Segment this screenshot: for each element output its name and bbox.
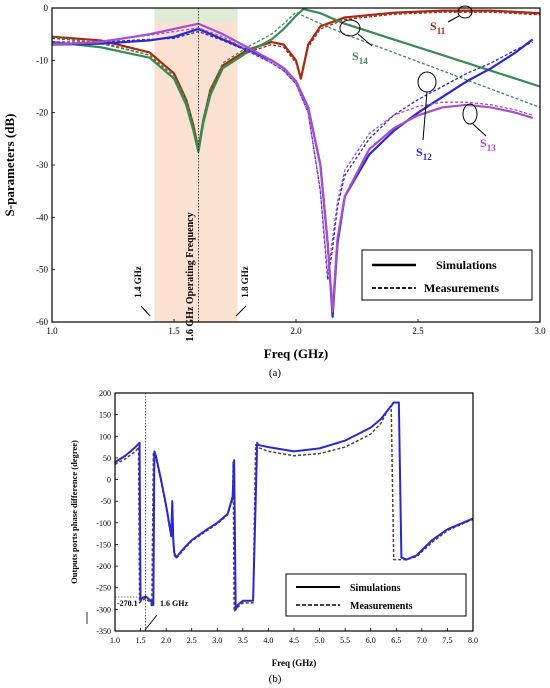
chart-a-xlabel: Freq (GHz) (264, 346, 328, 361)
x-tick-label: 4.0 (263, 636, 273, 645)
y-tick-label: -20 (36, 108, 48, 118)
series-s14-measured (51, 11, 541, 148)
chart-b-xlabel: Freq (GHz) (272, 658, 317, 668)
y-tick-label: -200 (96, 562, 111, 571)
y-tick-label: -100 (96, 519, 111, 528)
x-tick-label: 2.0 (161, 636, 171, 645)
y-tick-label: 200 (99, 389, 111, 398)
chart-b: 1.0 1.5 2.0 2.5 3.0 3.5 4.0 4.5 5.0 5.5 6.0 6.5 7.0 7… (69, 389, 478, 685)
y-tick-label: -250 (96, 584, 111, 593)
chart-a-panel-label: (a) (269, 367, 282, 379)
x-tick-label: 3.5 (238, 636, 248, 645)
x-tick-label: 6.5 (391, 636, 401, 645)
series-simulations (114, 401, 474, 611)
y-tick-label: -350 (96, 627, 111, 636)
x-tick-label: 7.0 (417, 636, 427, 645)
x-tick-label: 1.5 (168, 326, 180, 336)
chart-a-arrow-1-4ghz (140, 305, 151, 317)
chart-a-callout-s13 (462, 103, 478, 125)
chart-b-legend-label-1: Measurements (350, 601, 413, 612)
chart-b-legend-label-0: Simulations (350, 583, 401, 594)
series-s14-simulated (51, 7, 541, 154)
x-tick-label: 5.0 (315, 636, 325, 645)
chart-a-operating-frequency-label: 1.6 GHz Operating Frequency (185, 212, 196, 341)
chart-a-legend-label-1: Measurements (424, 281, 499, 295)
series-s13-measured (51, 27, 533, 276)
chart-b-legend: Simulations Measurements (285, 573, 467, 617)
y-tick-label: 0 (107, 476, 111, 485)
x-tick-label: 4.5 (289, 636, 299, 645)
chart-a-callout-s14 (339, 19, 361, 37)
chart-a-yticks: 0 -10 -20 -30 -40 -50 -60 (36, 3, 55, 327)
x-tick-label: 3.0 (534, 326, 546, 336)
series-s12-measured (52, 30, 533, 281)
x-tick-label: 1.0 (110, 636, 120, 645)
x-tick-label: 2.5 (187, 636, 197, 645)
y-tick-label: -60 (36, 317, 48, 327)
y-tick-label: 50 (103, 454, 111, 463)
chart-a-legend-label-0: Simulations (436, 258, 497, 272)
y-tick-label: 100 (99, 432, 111, 441)
chart-a-label-s12: S12 (416, 145, 432, 162)
chart-b-yticks: 200 150 100 50 0 -50 -100 -150 -200 -250 -300 -350 (96, 389, 118, 636)
chart-a-callout-arrow-s14 (357, 33, 373, 47)
chart-a-callout-arrow-s13 (472, 123, 487, 137)
y-tick-label: -40 (36, 212, 48, 222)
chart-b-marker-label: 1.6 GHz (160, 599, 188, 608)
chart-b-ylabel: Outputs ports phase difference (degree) (69, 440, 79, 584)
x-tick-label: 1.0 (46, 326, 58, 336)
chart-a-callout-arrow-s12 (422, 91, 428, 141)
y-tick-label: -10 (36, 55, 48, 65)
x-tick-label: 8.0 (468, 636, 478, 645)
chart-a: 1.0 1.5 2.0 2.5 3.0 0 -10 -20 -30 -40 -50 -60 Freq… (2, 3, 546, 379)
chart-a-arrow-1-8ghz (235, 305, 247, 317)
x-tick-label: 3.0 (212, 636, 222, 645)
chart-a-annotation-1-4ghz: 1.4 GHz (133, 266, 143, 298)
x-tick-label: 1.5 (136, 636, 146, 645)
chart-b-panel-label: (b) (269, 673, 282, 685)
highlight-band (154, 8, 238, 322)
highlight-band (154, 8, 238, 22)
chart-a-callout-s12 (417, 71, 437, 93)
chart-a-series (51, 7, 541, 318)
x-tick-label: 6.0 (366, 636, 376, 645)
y-tick-label: 0 (44, 3, 49, 13)
chart-a-label-s13: S13 (480, 136, 496, 153)
x-tick-label: 2.5 (412, 326, 424, 336)
chart-a-xticks: 1.0 1.5 2.0 2.5 3.0 (46, 319, 546, 336)
chart-b-legend-box (285, 573, 467, 617)
y-tick-label: -50 (36, 265, 48, 275)
chart-a-legend-box (361, 249, 533, 301)
y-tick-label: -50 (100, 497, 111, 506)
chart-a-callout-s11 (457, 5, 473, 19)
x-tick-label: 5.5 (340, 636, 350, 645)
chart-a-ylabel: S-parameters (dB) (2, 114, 17, 217)
chart-b-series (114, 401, 474, 613)
chart-b-xticks: 1.0 1.5 2.0 2.5 3.0 3.5 4.0 4.5 5.0 5.5 6.0 6.5 7.0 7… (110, 628, 478, 645)
chart-b-marker-value: -270.1 (117, 599, 138, 608)
series-s13-simulated (51, 22, 534, 313)
chart-a-callout-arrow-s11 (447, 15, 460, 23)
chart-b-marker-arrow (144, 614, 158, 631)
chart-a-annotation-1-8ghz: 1.8 GHz (240, 266, 250, 298)
x-tick-label: 2.0 (290, 326, 302, 336)
x-tick-label: 7.5 (442, 636, 452, 645)
chart-a-label-s14: S14 (352, 49, 368, 66)
chart-a-bands (154, 8, 238, 322)
chart-a-legend: Simulations Measurements (361, 249, 533, 301)
chart-a-label-s11: S11 (430, 19, 446, 36)
y-tick-label: 150 (99, 411, 111, 420)
y-tick-label: -300 (96, 605, 111, 614)
y-tick-label: -30 (36, 160, 48, 170)
y-tick-label: -150 (96, 540, 111, 549)
